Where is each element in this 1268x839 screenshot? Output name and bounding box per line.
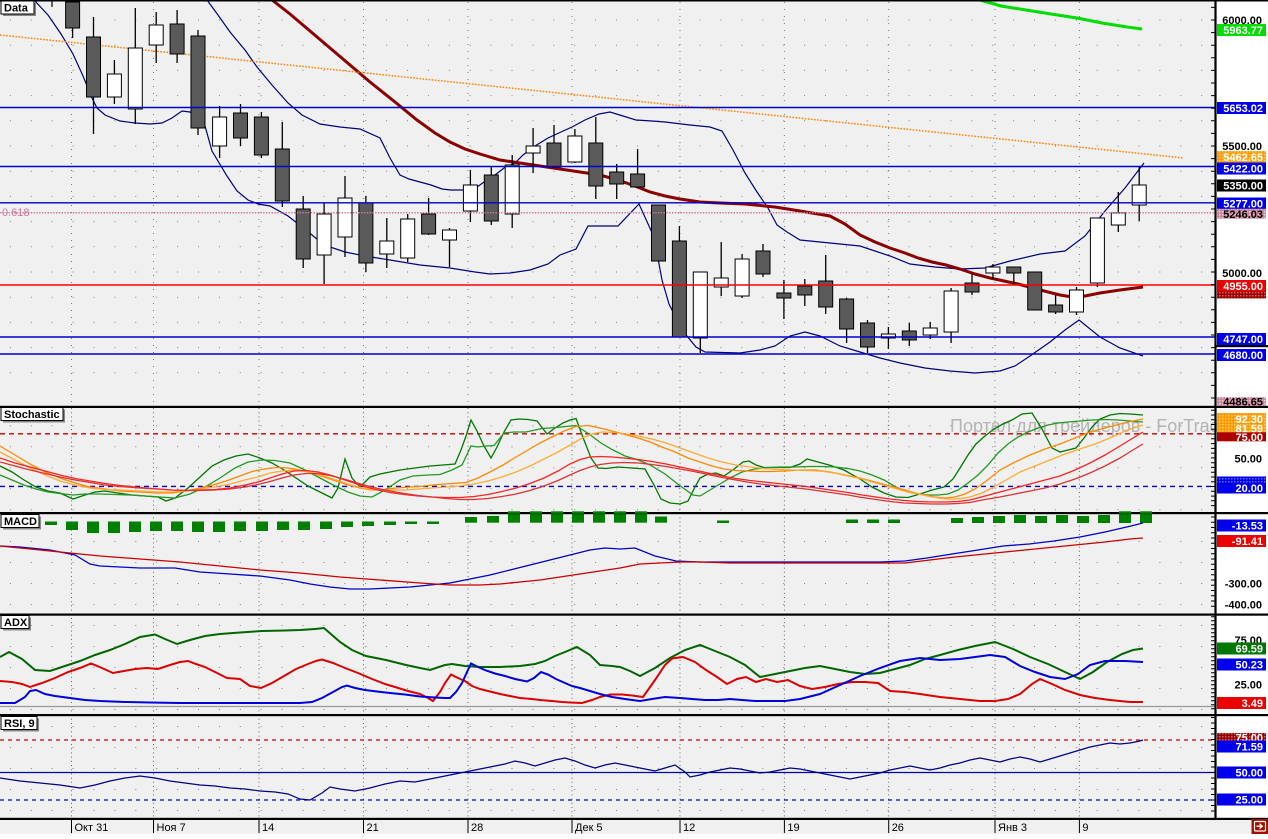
svg-text:-300.00: -300.00 <box>1225 579 1262 591</box>
svg-text:21: 21 <box>367 822 379 834</box>
svg-text:14: 14 <box>262 822 274 834</box>
svg-text:9: 9 <box>1082 822 1088 834</box>
svg-text:71.59: 71.59 <box>1235 742 1263 754</box>
svg-text:50.23: 50.23 <box>1235 660 1263 672</box>
svg-text:Data: Data <box>4 3 29 15</box>
svg-text:50.00: 50.00 <box>1235 768 1263 780</box>
svg-text:5462.65: 5462.65 <box>1223 152 1263 164</box>
svg-text:-400.00: -400.00 <box>1225 600 1262 612</box>
svg-text:69.59: 69.59 <box>1235 644 1263 656</box>
svg-text:Stochastic: Stochastic <box>4 409 60 421</box>
svg-text:25.00: 25.00 <box>1234 680 1262 692</box>
svg-text:-13.53: -13.53 <box>1232 521 1263 533</box>
svg-text:4680.00: 4680.00 <box>1223 350 1263 362</box>
svg-text:3.49: 3.49 <box>1242 698 1263 710</box>
svg-text:5350.00: 5350.00 <box>1223 181 1263 193</box>
svg-text:75.00: 75.00 <box>1235 432 1263 444</box>
svg-text:5963.77: 5963.77 <box>1223 25 1263 37</box>
svg-text:5000.00: 5000.00 <box>1222 268 1262 280</box>
svg-text:Дек 5: Дек 5 <box>575 822 603 834</box>
svg-text:4955.00: 4955.00 <box>1223 281 1263 293</box>
svg-text:Янв 3: Янв 3 <box>998 822 1027 834</box>
svg-text:0.618: 0.618 <box>2 207 30 219</box>
svg-text:ADX: ADX <box>4 617 28 629</box>
svg-text:4747.00: 4747.00 <box>1223 334 1263 346</box>
svg-text:26: 26 <box>892 822 904 834</box>
svg-text:5653.02: 5653.02 <box>1223 103 1263 115</box>
svg-text:12: 12 <box>683 822 695 834</box>
svg-text:5246.03: 5246.03 <box>1223 209 1263 221</box>
svg-text:20.00: 20.00 <box>1235 483 1263 495</box>
svg-text:Ноя 7: Ноя 7 <box>157 822 186 834</box>
svg-text:25.00: 25.00 <box>1235 795 1263 807</box>
svg-text:Портал для трейдеров - ForTrad: Портал для трейдеров - ForTraders <box>950 416 1245 436</box>
svg-text:RSI, 9: RSI, 9 <box>4 718 35 730</box>
svg-text:5422.00: 5422.00 <box>1223 164 1263 176</box>
svg-text:Окт 31: Окт 31 <box>75 822 109 834</box>
svg-text:-91.41: -91.41 <box>1232 536 1263 548</box>
svg-text:50.00: 50.00 <box>1234 454 1262 466</box>
svg-text:4486.65: 4486.65 <box>1223 397 1263 409</box>
svg-text:19: 19 <box>787 822 799 834</box>
svg-text:28: 28 <box>471 822 483 834</box>
svg-text:MACD: MACD <box>4 516 37 528</box>
